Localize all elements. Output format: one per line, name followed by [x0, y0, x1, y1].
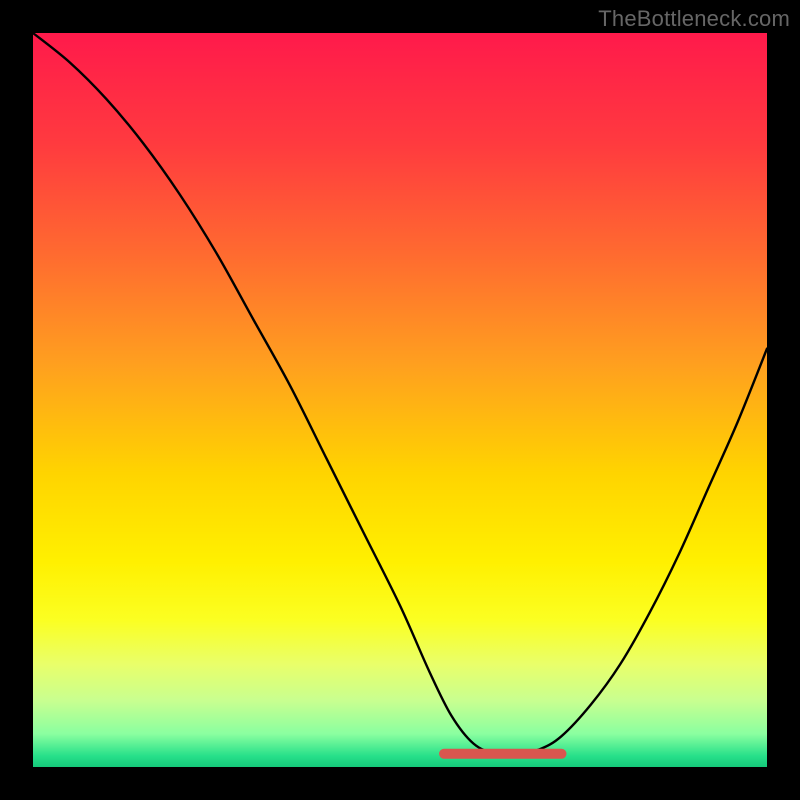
bottleneck-curve-chart [0, 0, 800, 800]
chart-stage: TheBottleneck.com [0, 0, 800, 800]
watermark-text: TheBottleneck.com [598, 6, 790, 32]
